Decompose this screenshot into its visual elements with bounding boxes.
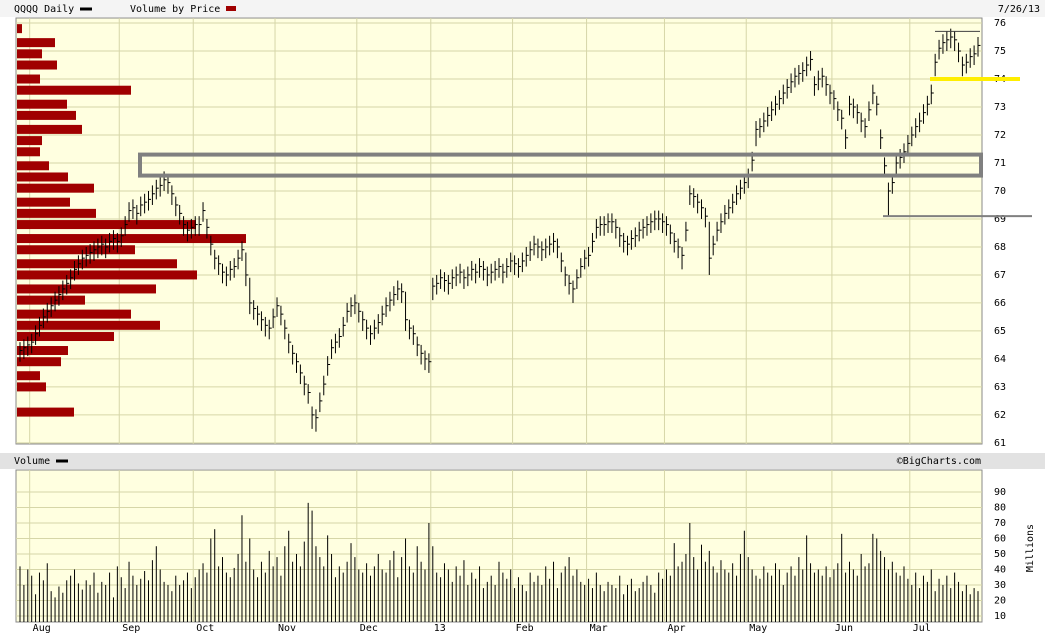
volume-by-price-bar [17, 332, 114, 342]
y-tick-label: 90 [994, 487, 1006, 498]
y-tick-label: 71 [994, 158, 1006, 169]
volume-by-price-bar [17, 382, 46, 392]
y-tick-label: 62 [994, 410, 1006, 421]
y-tick-label: 72 [994, 130, 1006, 141]
x-tick-label: Feb [516, 623, 534, 634]
volume-by-price-bar [17, 309, 131, 319]
volume-by-price-bar [17, 245, 135, 255]
legend-price: QQQQ Daily [14, 4, 74, 15]
volume-by-price-bar [17, 346, 68, 356]
y-tick-label: 73 [994, 102, 1006, 113]
y-tick-label: 10 [994, 611, 1006, 622]
x-tick-label: Jul [913, 623, 931, 634]
y-tick-label: 30 [994, 580, 1006, 591]
y-tick-label: 70 [994, 186, 1006, 197]
y-tick-label: 20 [994, 595, 1006, 606]
volume-by-price-bar [17, 85, 131, 95]
volume-by-price-bar [17, 220, 196, 230]
volume-by-price-bar [17, 24, 22, 34]
volume-by-price-bar [17, 234, 246, 244]
volume-by-price-bar [17, 147, 40, 157]
y-tick-label: 61 [994, 438, 1006, 449]
volume-by-price-bar [17, 183, 94, 193]
y-tick-label: 66 [994, 298, 1006, 309]
volume-by-price-bar [17, 110, 76, 120]
volume-by-price-bar [17, 49, 42, 59]
price-panel [15, 17, 983, 445]
header-band [0, 0, 1045, 17]
y-tick-label: 80 [994, 502, 1006, 513]
volume-by-price-bar [17, 371, 40, 381]
x-tick-label: Apr [667, 623, 685, 634]
y-tick-label: 50 [994, 549, 1006, 560]
x-tick-label: Aug [33, 623, 51, 634]
credit: ©BigCharts.com [897, 456, 981, 467]
volume-by-price-bar [17, 197, 70, 207]
volume-by-price-bar [17, 74, 40, 84]
x-tick-label: Sep [122, 623, 140, 634]
volume-by-price-bar [17, 320, 160, 330]
y-tick-label: 68 [994, 242, 1006, 253]
y-tick-label: 75 [994, 46, 1006, 57]
annotation-box [138, 152, 983, 178]
volume-by-price-bar [17, 407, 74, 417]
volume-by-price-bar [17, 270, 197, 280]
chart-date: 7/26/13 [998, 4, 1040, 15]
volume-header-band [0, 453, 1045, 469]
y-tick-label: 63 [994, 382, 1006, 393]
x-tick-label: Jun [835, 623, 853, 634]
volume-by-price-bar [17, 136, 42, 146]
y-tick-label: 65 [994, 326, 1006, 337]
x-tick-label: May [749, 623, 767, 634]
legend-vbp: Volume by Price [130, 4, 220, 15]
volume-by-price-bar [17, 259, 177, 269]
volume-by-price-bar [17, 124, 82, 134]
volume-by-price-bar [17, 284, 156, 294]
legend-vbp-swatch [226, 6, 236, 11]
x-tick-label: Nov [278, 623, 296, 634]
volume-by-price-bar [17, 161, 49, 171]
y-tick-label: 60 [994, 533, 1006, 544]
y-tick-label: 40 [994, 564, 1006, 575]
y-tick-label: 67 [994, 270, 1006, 281]
x-tick-label: Oct [196, 623, 214, 634]
volume-by-price-bar [17, 208, 96, 218]
x-tick-label: 13 [434, 623, 446, 634]
x-tick-label: Dec [360, 623, 378, 634]
y-axis-label: Millions [1025, 524, 1036, 572]
volume-by-price-bar [17, 99, 67, 109]
x-tick-label: Mar [590, 623, 608, 634]
volume-by-price-bar [17, 60, 57, 70]
y-tick-label: 69 [994, 214, 1006, 225]
y-tick-label: 76 [994, 18, 1006, 29]
volume-by-price-bar [17, 172, 68, 182]
y-tick-label: 64 [994, 354, 1006, 365]
volume-by-price-bar [17, 38, 55, 48]
volume-by-price-bar [17, 357, 61, 367]
legend-volume: Volume [14, 456, 50, 467]
y-tick-label: 70 [994, 518, 1006, 529]
